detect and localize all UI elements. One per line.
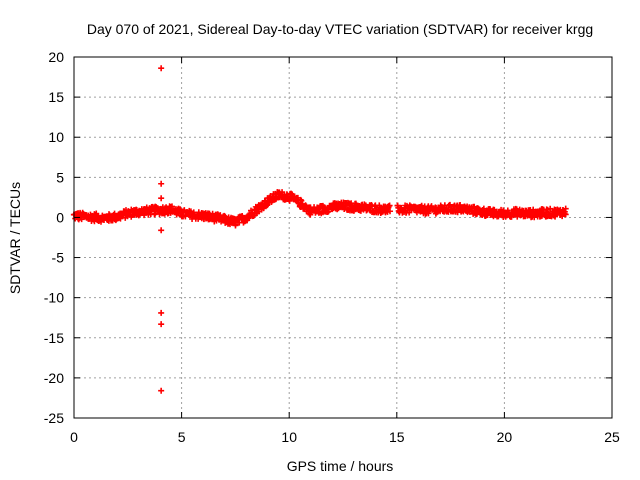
outlier-point — [158, 321, 165, 328]
x-tick-label: 10 — [281, 429, 297, 445]
data-points — [70, 65, 569, 394]
x-tick-label: 15 — [389, 429, 405, 445]
x-tick-label: 5 — [178, 429, 186, 445]
data-point — [387, 208, 394, 215]
data-point — [562, 205, 569, 212]
outlier-point — [158, 65, 165, 72]
y-tick-label: 15 — [48, 89, 64, 105]
outlier-point — [158, 227, 165, 234]
y-tick-label: 5 — [56, 169, 64, 185]
outlier-point — [158, 195, 165, 202]
axis-ticks: 0 5 10 15 20 25 -25 -20 -15 -10 -5 0 5 10 15 20 — [44, 49, 620, 445]
y-tick-label: 0 — [56, 209, 64, 225]
y-tick-label: -15 — [44, 330, 64, 346]
x-tick-label: 0 — [70, 429, 78, 445]
data-point — [562, 211, 569, 218]
data-point — [552, 213, 559, 220]
x-axis-label: GPS time / hours — [287, 458, 394, 474]
y-tick-label: -20 — [44, 370, 64, 386]
x-tick-label: 20 — [497, 429, 513, 445]
grid-lines — [74, 57, 612, 418]
outlier-point — [158, 309, 165, 316]
y-axis-label: SDTVAR / TECUs — [7, 182, 23, 294]
data-point — [386, 202, 393, 209]
y-tick-label: 10 — [48, 129, 64, 145]
plot-frame — [73, 56, 613, 419]
data-point — [232, 222, 239, 229]
outlier-point — [158, 387, 165, 394]
outlier-point — [158, 180, 165, 187]
y-tick-label: 20 — [48, 49, 64, 65]
data-point — [325, 208, 332, 215]
y-tick-label: -10 — [44, 290, 64, 306]
data-point — [187, 208, 194, 215]
chart-title: Day 070 of 2021, Sidereal Day-to-day VTE… — [87, 21, 593, 37]
y-tick-label: -25 — [44, 410, 64, 426]
x-tick-label: 25 — [604, 429, 620, 445]
y-tick-label: -5 — [52, 250, 65, 266]
